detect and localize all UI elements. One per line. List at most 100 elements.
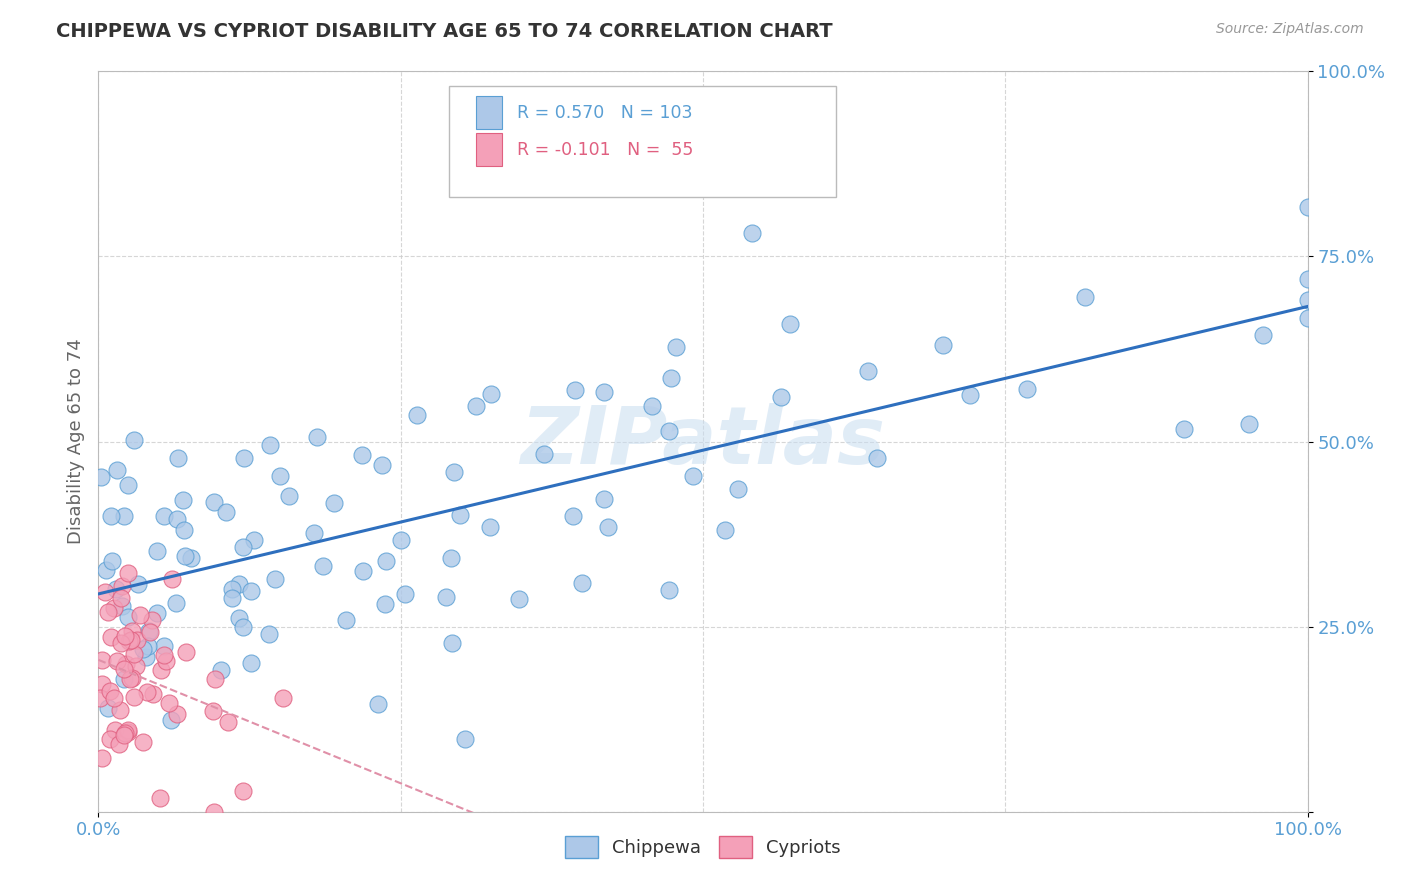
Point — [406, 408, 429, 422]
Point — [98, 731, 121, 746]
Point — [1251, 328, 1274, 343]
Text: R = 0.570   N = 103: R = 0.570 N = 103 — [517, 103, 692, 122]
Point — [453, 731, 475, 746]
Point — [138, 624, 160, 639]
Point — [779, 317, 801, 331]
Point — [180, 551, 202, 566]
Point — [110, 703, 132, 717]
Point — [1237, 417, 1260, 432]
Point — [394, 587, 416, 601]
Point — [228, 577, 250, 591]
Point — [264, 572, 287, 586]
Y-axis label: Disability Age 65 to 74: Disability Age 65 to 74 — [66, 339, 84, 544]
Point — [335, 613, 357, 627]
Point — [112, 728, 135, 742]
Point — [658, 583, 681, 598]
Point — [443, 465, 465, 479]
Point — [146, 607, 169, 621]
Point — [121, 671, 143, 685]
Point — [149, 791, 172, 805]
Point — [117, 610, 139, 624]
Point — [228, 611, 250, 625]
Point — [479, 387, 502, 401]
Point — [117, 725, 139, 739]
Point — [176, 645, 198, 659]
Point — [312, 558, 335, 573]
Point — [665, 341, 688, 355]
Point — [135, 649, 157, 664]
Text: Source: ZipAtlas.com: Source: ZipAtlas.com — [1216, 22, 1364, 37]
Point — [90, 677, 112, 691]
Point — [204, 805, 226, 819]
Point — [564, 383, 586, 397]
Point — [271, 691, 294, 706]
Point — [115, 657, 138, 671]
Point — [856, 364, 879, 378]
Point — [658, 425, 681, 439]
Point — [1296, 272, 1319, 286]
Point — [596, 519, 619, 533]
Point — [132, 735, 155, 749]
Point — [160, 572, 183, 586]
Point — [304, 526, 326, 541]
Point — [145, 544, 167, 558]
Point — [117, 723, 139, 737]
Point — [90, 469, 112, 483]
Point — [112, 662, 135, 676]
Point — [98, 684, 121, 698]
Point — [100, 630, 122, 644]
Legend: Chippewa, Cypriots: Chippewa, Cypriots — [558, 830, 848, 865]
Point — [105, 463, 128, 477]
Point — [1173, 422, 1195, 436]
Point — [659, 371, 682, 385]
Point — [533, 447, 555, 461]
Point — [259, 438, 281, 452]
Point — [105, 582, 128, 596]
Point — [269, 469, 291, 483]
Point — [114, 726, 136, 740]
Point — [112, 508, 135, 523]
Point — [108, 737, 131, 751]
Point — [91, 750, 114, 764]
Point — [122, 690, 145, 704]
Point — [166, 707, 188, 722]
Point — [371, 458, 394, 472]
Point — [118, 634, 141, 648]
Point — [440, 550, 463, 565]
Point — [142, 687, 165, 701]
Point — [440, 636, 463, 650]
Point — [217, 714, 239, 729]
Point — [374, 597, 396, 611]
Point — [114, 672, 136, 686]
Point — [571, 576, 593, 591]
Point — [221, 591, 243, 605]
Point — [434, 590, 457, 604]
Point — [172, 493, 194, 508]
Point — [389, 533, 412, 548]
Point — [166, 512, 188, 526]
Point — [201, 705, 224, 719]
Text: ZIPatlas: ZIPatlas — [520, 402, 886, 481]
Point — [114, 629, 136, 643]
Point — [139, 625, 162, 640]
Point — [239, 583, 262, 598]
Point — [117, 478, 139, 492]
Point — [110, 636, 132, 650]
Point — [125, 658, 148, 673]
Point — [352, 564, 374, 578]
Point — [149, 664, 172, 678]
Point — [131, 642, 153, 657]
Point — [94, 585, 117, 599]
Point — [136, 640, 159, 654]
Point — [117, 566, 139, 581]
Point — [257, 626, 280, 640]
Point — [221, 582, 243, 596]
Point — [105, 655, 128, 669]
Point — [173, 549, 195, 563]
Point — [100, 508, 122, 523]
Point — [562, 509, 585, 524]
Point — [592, 492, 614, 507]
Point — [97, 700, 120, 714]
Point — [166, 451, 188, 466]
Point — [127, 577, 149, 591]
